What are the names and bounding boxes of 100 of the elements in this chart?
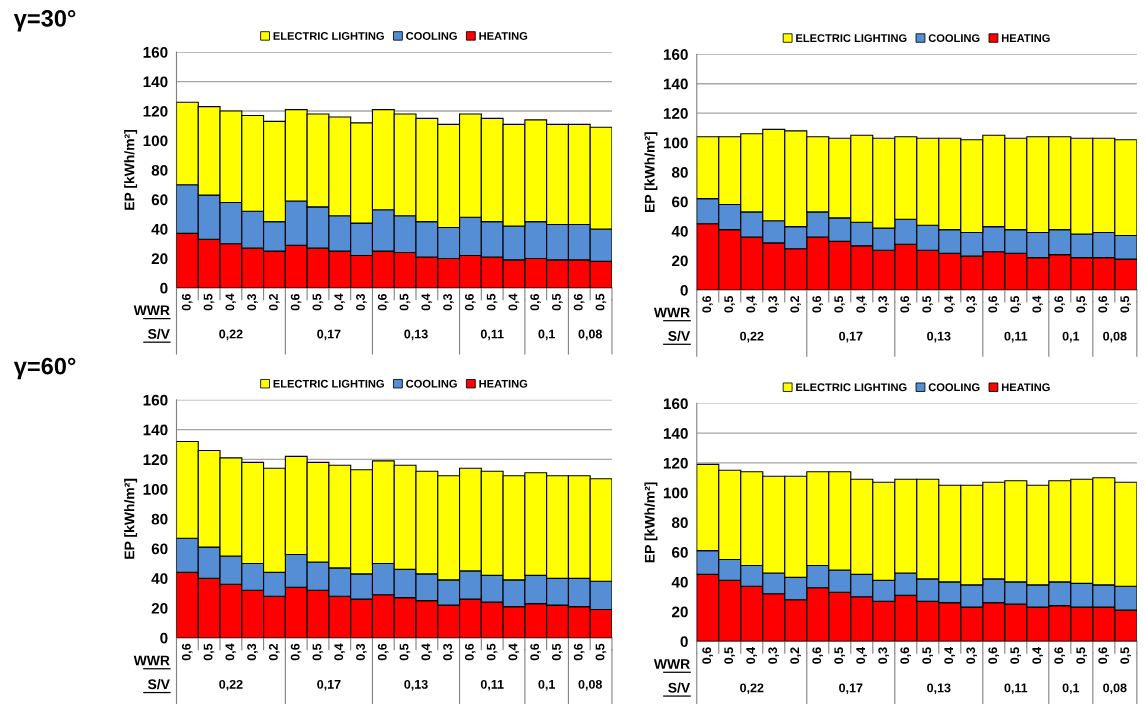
text: 0,13 [927, 683, 951, 695]
y-tick-label: 140 [663, 428, 688, 439]
y-tick-label: 160 [663, 398, 688, 410]
x-tick-label: 0,3 [966, 296, 977, 313]
text: 0,11 [1004, 331, 1028, 343]
x-tick-label: 0,5 [595, 293, 607, 311]
x-tick-label: 0,6 [290, 293, 302, 311]
y-axis-title: EP [kWh/m²] [644, 132, 658, 212]
y-tick-label: 100 [663, 137, 688, 149]
x-tick-label: 0,4 [508, 643, 520, 661]
x-tick-label: 0,5 [922, 295, 933, 313]
y-tick-label: 0 [160, 282, 168, 294]
x-tick-label: 0,5 [312, 643, 324, 661]
x-tick-label: 0,3 [878, 296, 889, 313]
text: 0,17 [839, 331, 863, 343]
text: 0,17 [839, 683, 863, 695]
x-tick-label: 0,5 [486, 293, 498, 311]
y-tick-label: 120 [143, 454, 168, 466]
text: 0,08 [1103, 683, 1127, 695]
y-tick-label: 60 [672, 196, 688, 208]
y-axis-title: EP [kWh/m²] [124, 478, 138, 559]
x-tick-label: 0,4 [856, 646, 867, 664]
y-tick-label: 100 [143, 483, 168, 495]
x-tick-label: 0,4 [944, 646, 955, 664]
x-tick-label: 0,3 [878, 647, 889, 664]
x-tick-label: 0,6 [290, 643, 302, 661]
text: S/V [147, 678, 170, 690]
x-tick-label: 0,5 [1010, 295, 1021, 313]
legend-label: HEATING [1001, 34, 1050, 43]
x-tick-label: 0,5 [1120, 295, 1131, 313]
x-tick-label: 0,6 [1098, 647, 1109, 664]
y-tick-label: 80 [671, 167, 688, 178]
text: S/V [668, 682, 691, 693]
text: 0,08 [578, 329, 602, 341]
text: 0,11 [1004, 683, 1028, 695]
text: 0,08 [1103, 331, 1127, 343]
y-tick-label: 140 [143, 76, 168, 88]
x-tick-label: 0,6 [464, 643, 476, 661]
x-tick-label: 0,5 [595, 643, 607, 661]
legend-label: HEATING [479, 32, 528, 40]
x-tick-label: 0,5 [1076, 295, 1087, 313]
text: 0,1 [1062, 331, 1080, 343]
y-tick-label: 60 [151, 194, 168, 206]
legend-label: ELECTRIC LIGHTING [273, 379, 384, 388]
text: 0,22 [219, 329, 243, 341]
y-tick-label: 120 [663, 457, 688, 469]
y-tick-label: 120 [663, 108, 688, 119]
text: 0,08 [578, 679, 602, 691]
x-tick-label: 0,6 [181, 643, 193, 661]
text: WWR [133, 305, 170, 316]
y-tick-label: 80 [151, 513, 168, 525]
x-tick-label: 0,3 [443, 293, 454, 311]
text: 0,17 [317, 679, 341, 691]
x-tick-label: 0,6 [377, 643, 389, 661]
x-tick-label: 0,4 [225, 293, 237, 311]
x-tick-label: 0,6 [988, 296, 999, 313]
text: 0,1 [538, 329, 555, 341]
x-tick-label: 0,6 [988, 647, 999, 664]
x-tick-label: 0,6 [377, 293, 389, 311]
legend-label: HEATING [479, 379, 528, 388]
x-tick-label: 0,5 [203, 293, 215, 311]
x-tick-label: 0,6 [464, 293, 476, 311]
x-tick-label: 0,6 [573, 293, 585, 311]
x-tick-label: 0,5 [399, 643, 411, 661]
text: 0,22 [740, 331, 764, 343]
y-tick-label: 40 [151, 573, 168, 585]
text: γ=60° [13, 357, 76, 380]
x-tick-label: 0,5 [1076, 647, 1087, 664]
x-tick-label: 0,3 [966, 647, 977, 664]
legend-label: COOLING [406, 379, 457, 388]
x-tick-label: 0,5 [922, 647, 933, 664]
x-tick-label: 0,4 [421, 643, 433, 661]
x-tick-label: 0,5 [486, 643, 498, 661]
y-tick-label: 120 [143, 105, 168, 117]
y-tick-label: 20 [151, 253, 168, 265]
x-tick-label: 0,4 [1032, 646, 1043, 664]
x-tick-label: 0,4 [334, 643, 345, 661]
x-tick-label: 0,4 [746, 295, 757, 313]
x-tick-label: 0,6 [1054, 296, 1065, 313]
y-tick-label: 20 [671, 606, 688, 618]
x-tick-label: 0,4 [944, 295, 955, 313]
y-tick-label: 140 [663, 78, 688, 90]
x-tick-label: 0,5 [834, 295, 845, 313]
x-tick-label: 0,5 [1120, 647, 1131, 664]
text: γ=30° [13, 10, 76, 32]
legend-label: ELECTRIC LIGHTING [273, 32, 384, 40]
legend-label: ELECTRIC LIGHTING [796, 34, 907, 43]
x-tick-label: 0,4 [225, 643, 237, 661]
y-tick-label: 80 [151, 164, 168, 176]
y-tick-label: 160 [663, 49, 688, 60]
y-tick-label: 40 [151, 223, 168, 235]
legend-label: HEATING [1001, 383, 1050, 392]
x-tick-label: 0,3 [768, 647, 779, 664]
text: S/V [668, 330, 691, 342]
x-tick-label: 0,6 [1098, 296, 1109, 313]
text: 0,13 [404, 329, 428, 341]
text: WWR [653, 659, 690, 669]
y-tick-label: 60 [151, 543, 168, 555]
y-tick-label: 20 [671, 255, 688, 267]
x-tick-label: 0,6 [900, 647, 911, 664]
